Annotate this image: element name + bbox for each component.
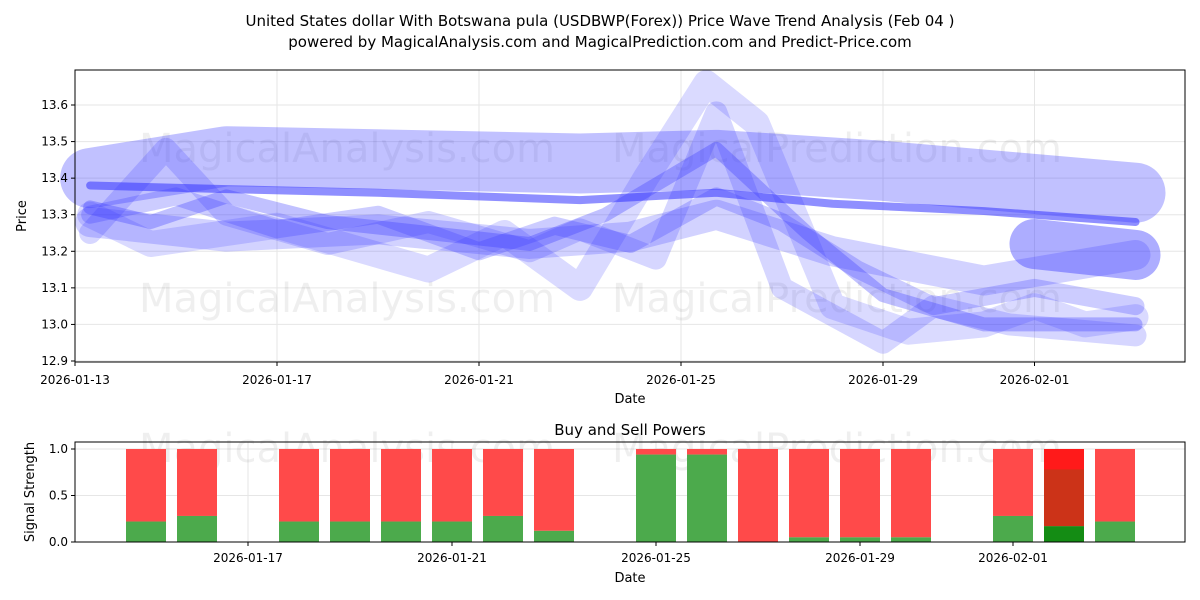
buy-bar (687, 454, 727, 542)
series-wave-2 (79, 101, 1147, 354)
sell-bar (279, 449, 319, 522)
series-wave-3 (81, 187, 1145, 316)
series-wave-5 (83, 141, 1143, 332)
watermark: MagicalAnalysis.com (139, 126, 555, 172)
x-tick-label: 2026-02-01 (978, 551, 1048, 565)
buy-bar (483, 515, 523, 542)
sell-bar (687, 449, 727, 455)
x-tick-label: 2026-01-29 (848, 373, 918, 387)
y-tick-label: 13.2 (41, 244, 68, 258)
y-tick-label: 12.9 (41, 354, 68, 368)
series-wave-mean (86, 181, 1140, 227)
sell-bar (993, 449, 1033, 516)
buy-bar (993, 515, 1033, 542)
x-tick-label: 2026-02-01 (1000, 373, 1070, 387)
buy-bar (126, 521, 166, 542)
buy-bar (177, 515, 217, 542)
top-axes-frame (74, 69, 1186, 363)
buy-bar (789, 537, 829, 542)
sell-bar (483, 449, 523, 516)
sell-bar (330, 449, 370, 522)
buy-bar (1095, 521, 1135, 542)
watermark: MagicalPrediction.com (612, 276, 1062, 322)
y-tick-label: 13.4 (41, 171, 68, 185)
buy-bar (840, 537, 880, 542)
buy-bar (330, 521, 370, 542)
bottom-title: Buy and Sell Powers (554, 421, 706, 439)
x-tick-label: 2026-01-17 (242, 373, 312, 387)
y-tick-label: 13.3 (41, 208, 68, 222)
top-ticks: 12.9 13.0 13.1 13.2 13.3 13.4 13.5 13.6 2026-01-… (40, 98, 1069, 387)
y-tick-label: 0.0 (49, 535, 68, 549)
sell-bar (432, 449, 472, 522)
bottom-axes-frame (74, 441, 1186, 543)
x-tick-label: 2026-01-13 (40, 373, 110, 387)
y-tick-label: 13.6 (41, 98, 68, 112)
series-wave-end-cap (1009, 218, 1161, 280)
sell-bar (891, 449, 931, 538)
buy-bar (1044, 526, 1084, 542)
buy-bar (279, 521, 319, 542)
sell-bar-mid (1044, 469, 1084, 527)
chart-title: United States dollar With Botswana pula … (246, 12, 955, 30)
bottom-x-label: Date (614, 571, 645, 586)
sell-bar (126, 449, 166, 522)
x-tick-label: 2026-01-21 (444, 373, 514, 387)
sell-bar (840, 449, 880, 538)
x-tick-label: 2026-01-25 (646, 373, 716, 387)
buy-bar (891, 537, 931, 542)
sell-bar (177, 449, 217, 516)
sell-bar (1095, 449, 1135, 522)
sell-bar (381, 449, 421, 522)
top-x-label: Date (614, 392, 645, 407)
y-tick-label: 13.5 (41, 135, 68, 149)
x-tick-label: 2026-01-29 (825, 551, 895, 565)
buy-bar (636, 454, 676, 542)
buy-bar (381, 521, 421, 542)
sell-bar (738, 449, 778, 542)
top-y-label: Price (15, 200, 30, 232)
watermark: MagicalPrediction.com (612, 126, 1062, 172)
bottom-y-label: Signal Strength (23, 442, 38, 542)
y-tick-label: 13.1 (41, 281, 68, 295)
sell-bar (636, 449, 676, 455)
y-tick-label: 13.0 (41, 317, 68, 331)
x-tick-label: 2026-01-25 (621, 551, 691, 565)
top-watermarks: MagicalAnalysis.com MagicalPrediction.com… (139, 126, 1062, 322)
y-tick-label: 1.0 (49, 442, 68, 456)
top-series (60, 70, 1166, 354)
series-wave-4 (75, 199, 1151, 296)
buy-bar (432, 521, 472, 542)
sell-bar (534, 449, 574, 531)
buy-bar (534, 530, 574, 542)
sell-bar (789, 449, 829, 538)
series-wave-envelope-upper (60, 126, 1166, 223)
y-tick-label: 0.5 (49, 489, 68, 503)
chart-subtitle: powered by MagicalAnalysis.com and Magic… (288, 33, 912, 51)
x-tick-label: 2026-01-17 (213, 551, 283, 565)
bottom-bars (126, 449, 1135, 542)
series-wave-1 (77, 70, 1149, 345)
x-tick-label: 2026-01-21 (417, 551, 487, 565)
watermark: MagicalAnalysis.com (139, 276, 555, 322)
bottom-ticks: 0.0 0.5 1.0 2026-01-17 2026-01-21 2026-01-25 2… (49, 442, 1048, 565)
